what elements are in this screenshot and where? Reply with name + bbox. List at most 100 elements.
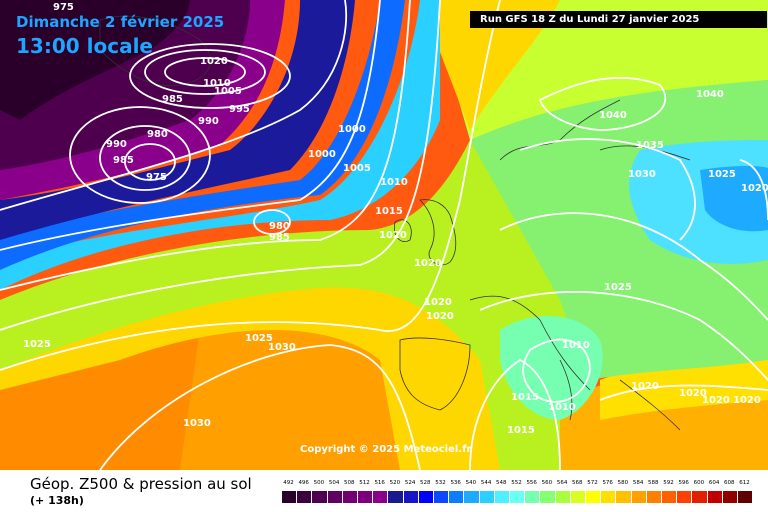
legend-color-swatch <box>510 491 526 503</box>
forecast-lead-time: (+ 138h) <box>30 494 84 507</box>
legend-value-label: 608 <box>724 480 735 486</box>
legend-value-label: 504 <box>328 480 340 486</box>
legend-color-swatch <box>601 491 617 503</box>
isobar-label: 1000 <box>338 124 366 135</box>
copyright-notice: Copyright © 2025 Meteociel.fr <box>300 444 472 455</box>
isobar-label: 1020 <box>702 395 730 406</box>
legend-color-swatch <box>662 491 678 503</box>
field-core <box>0 0 190 120</box>
legend-value-label: 496 <box>298 480 309 486</box>
isobar-label: 1030 <box>268 342 296 353</box>
isobar-label: 1020 <box>200 56 228 67</box>
legend-value-label: 572 <box>587 480 598 486</box>
legend-color-swatch <box>327 491 343 503</box>
legend-value-label: 548 <box>496 480 507 486</box>
isobar-label: 1005 <box>214 86 242 97</box>
field-blue <box>0 0 405 270</box>
isobar-label: 1020 <box>631 381 659 392</box>
isobar-label: 985 <box>113 155 134 166</box>
map-title: Géop. Z500 & pression au sol <box>30 475 252 493</box>
isobar-label: 1020 <box>424 297 452 308</box>
field-top-yellow <box>420 0 560 130</box>
legend-value-label: 604 <box>708 480 720 486</box>
legend-color-swatch <box>555 491 571 503</box>
legend-color-swatch <box>525 491 541 503</box>
legend-value-label: 544 <box>480 480 492 486</box>
legend-value-label: 596 <box>678 480 689 486</box>
legend-value-label: 500 <box>313 480 325 486</box>
legend-color-swatch <box>479 491 495 503</box>
legend-color-swatch <box>388 491 404 503</box>
isobar-label: 1010 <box>203 78 231 89</box>
isobar-label: 1005 <box>343 163 371 174</box>
legend-color-swatch <box>373 491 389 503</box>
legend-color-swatch <box>418 491 434 503</box>
isobar-label: 1025 <box>604 282 632 293</box>
legend-value-label: 492 <box>283 480 294 486</box>
legend-color-swatch <box>403 491 419 503</box>
legend-value-label: 612 <box>739 480 750 486</box>
legend-color-swatch <box>616 491 632 503</box>
isobar-label: 1040 <box>696 89 724 100</box>
legend-value-label: 580 <box>617 480 629 486</box>
isobar-label: 1010 <box>380 177 408 188</box>
legend-color-swatch <box>540 491 556 503</box>
isobar-label: 1035 <box>636 140 664 151</box>
legend-color-swatch <box>358 491 374 503</box>
legend-color-swatch <box>570 491 586 503</box>
isobar-label: 1030 <box>183 418 211 429</box>
legend-color-swatch <box>449 491 465 503</box>
legend-value-label: 516 <box>374 480 385 486</box>
legend-value-label: 524 <box>404 480 416 486</box>
isobar-label: 975 <box>53 2 74 13</box>
forecast-time: 13:00 locale <box>16 34 153 58</box>
legend-color-swatch <box>738 491 754 503</box>
isobar-label: 1015 <box>511 392 539 403</box>
field-blue-east <box>700 165 768 232</box>
isobar-label: 1025 <box>245 333 273 344</box>
isobar-label: 980 <box>147 129 168 140</box>
legend-value-label: 540 <box>465 480 477 486</box>
legend-value-label: 536 <box>450 480 461 486</box>
legend-color-swatch <box>494 491 510 503</box>
isobar-label: 1020 <box>679 388 707 399</box>
legend-color-swatch <box>722 491 738 503</box>
legend-value-label: 520 <box>389 480 401 486</box>
isobar-label: 990 <box>106 139 127 150</box>
isobar-label: 975 <box>146 172 167 183</box>
legend-color-swatch <box>631 491 647 503</box>
legend-color-swatch <box>586 491 602 503</box>
model-run-label: Run GFS 18 Z du Lundi 27 janvier 2025 <box>470 11 767 28</box>
legend-color-swatch <box>646 491 662 503</box>
legend-color-swatch <box>282 491 298 503</box>
isobar-label: 1020 <box>733 395 761 406</box>
legend-value-label: 584 <box>632 480 644 486</box>
isobar-label: 1010 <box>562 340 590 351</box>
legend-value-label: 512 <box>359 480 370 486</box>
legend-color-swatch <box>312 491 328 503</box>
legend-value-label: 528 <box>420 480 431 486</box>
legend-color-swatch <box>434 491 450 503</box>
isobar-label: 985 <box>162 94 183 105</box>
legend-value-label: 600 <box>693 480 705 486</box>
legend-value-label: 556 <box>526 480 537 486</box>
isobar-label: 1010 <box>548 402 576 413</box>
legend-color-swatch <box>464 491 480 503</box>
isobar-label: 1020 <box>379 230 407 241</box>
legend-value-label: 568 <box>572 480 583 486</box>
legend-color-swatch <box>707 491 723 503</box>
field-yellow-green <box>0 110 600 470</box>
isobar-label: 1015 <box>375 206 403 217</box>
isobar-label: 1025 <box>23 339 51 350</box>
legend-color-swatch <box>692 491 708 503</box>
legend-value-label: 592 <box>663 480 674 486</box>
isobar-label: 1020 <box>426 311 454 322</box>
map-canvas: 975 1020 1010 1005 985 995 990 980 990 9… <box>0 0 768 470</box>
isobar-label: 980 <box>269 221 290 232</box>
legend-value-label: 564 <box>556 480 568 486</box>
isobar-label: 1025 <box>708 169 736 180</box>
legend-value-label: 576 <box>602 480 613 486</box>
legend-value-label: 588 <box>648 480 659 486</box>
legend-value-label: 532 <box>435 480 446 486</box>
